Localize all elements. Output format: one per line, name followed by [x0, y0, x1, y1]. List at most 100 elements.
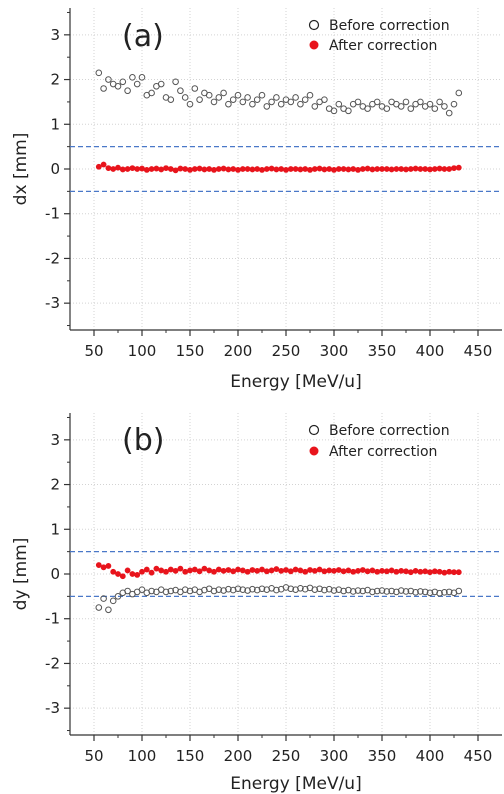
chart-0-series-1-point-45 [311, 166, 318, 172]
chart-0-series-1-point-22 [201, 166, 208, 173]
chart-1-series-0-point-43 [301, 585, 309, 593]
chart-0-series-1-point-42 [297, 166, 304, 173]
chart-0-series-0-point-63 [397, 103, 405, 110]
chart-1-series-1-point-14 [163, 568, 169, 575]
chart-panel-b: 50 100 150 200 250 300 350 400 450 -3 -2 -1 0 1 2 3 Ener… [11, 413, 502, 794]
chart-0-x-axis-title: Energy [MeV/u] [230, 372, 361, 392]
chart-1-series-1-point-17 [177, 565, 184, 572]
chart-1-series-1-point-16 [172, 567, 179, 574]
chart-0-legend-marker-0 [308, 19, 320, 31]
chart-1-series-0-point-64 [402, 588, 410, 595]
chart-1-series-0-point-42 [297, 585, 304, 592]
chart-0-legend-label-1: After correction [329, 38, 437, 54]
chart-0-series-1-point-66 [412, 165, 419, 172]
chart-0-series-0-point-52 [345, 107, 352, 115]
chart-0-series-0-point-67 [417, 98, 424, 106]
chart-1-x-tick-label-2: 150 [176, 747, 205, 765]
chart-1-series-1-point-49 [331, 567, 337, 574]
chart-0-series-0-point-26 [220, 89, 227, 97]
chart-1-x-tick-label-1: 100 [128, 747, 157, 765]
chart-1-series-0-point-54 [354, 587, 362, 594]
chart-0-series-1-point-56 [364, 165, 371, 172]
chart-1-x-tick-label-8: 450 [464, 747, 493, 765]
chart-1-series-0-point-51 [340, 587, 347, 595]
chart-0-series-0-point-49 [330, 107, 338, 115]
chart-1-x-tick-label-5: 300 [320, 747, 349, 765]
chart-0-series-1-point-59 [379, 166, 385, 172]
chart-1-series-1-point-50 [335, 567, 342, 573]
chart-0-series-1-point-73 [446, 166, 453, 172]
chart-0-x-tick-label-6: 350 [368, 342, 397, 360]
chart-0-series-1-point-71 [436, 165, 443, 172]
chart-0-series-1-point-62 [393, 166, 400, 172]
chart-1-series-1-point-2 [105, 563, 112, 569]
chart-1-y-axis-title: dy [mm] [11, 538, 31, 611]
chart-0-series-1-point-16 [172, 167, 179, 174]
chart-0-series-0-point-54 [354, 98, 362, 106]
chart-1-series-0-point-45 [311, 586, 319, 593]
chart-0-series-1-point-74 [451, 165, 457, 172]
chart-1-series-0-point-47 [321, 586, 328, 594]
chart-0-series-0-point-7 [129, 74, 136, 81]
chart-0-series-1-point-33 [254, 166, 261, 172]
chart-1-series-1-point-7 [129, 571, 136, 577]
chart-0-x-tick-label-1: 100 [128, 342, 157, 360]
chart-0-series-0-point-75 [455, 89, 463, 97]
chart-1-series-0-point-3 [109, 597, 117, 605]
chart-1-series-1-point-24 [211, 568, 217, 575]
chart-1-x-tick-label-4: 250 [272, 747, 301, 765]
chart-1-series-0-point-31 [244, 587, 251, 594]
chart-1-series-1-point-51 [340, 568, 347, 575]
chart-0-series-1-point-19 [187, 166, 193, 173]
chart-0-series-1-point-2 [105, 165, 112, 172]
chart-0-series-1-point-26 [220, 165, 227, 172]
chart-0-series-1-point-11 [148, 166, 155, 172]
chart-0-series-0-point-43 [301, 96, 309, 103]
chart-1-series-1-point-44 [307, 567, 313, 573]
chart-1-series-1-point-30 [239, 567, 246, 574]
chart-1-series-0-point-0 [95, 604, 103, 611]
chart-1-legend-label-0: Before correction [329, 423, 450, 439]
chart-0-series-1-point-67 [417, 166, 424, 172]
chart-0-series-0-point-72 [441, 103, 448, 110]
chart-0-series-1-point-29 [235, 166, 241, 173]
chart-1-series-1-point-46 [316, 566, 323, 573]
chart-1-series-1-point-61 [388, 567, 395, 574]
chart-1-series-0-point-4 [114, 593, 122, 600]
chart-0-series-1-point-21 [196, 165, 203, 172]
chart-0-series-1-point-3 [110, 166, 117, 172]
chart-1-series-0-point-14 [162, 588, 170, 596]
chart-1-series-1-point-5 [119, 573, 126, 580]
chart-0-series-1-point-4 [115, 164, 121, 171]
chart-1-series-1-point-47 [321, 568, 328, 575]
chart-0-series-1-point-75 [455, 164, 462, 171]
chart-1-series-0-point-62 [393, 588, 400, 596]
chart-1-panel-label: (b) [122, 423, 164, 458]
chart-0-series-0-point-64 [402, 98, 410, 106]
chart-0-x-tick-label-4: 250 [272, 342, 301, 360]
chart-0-series-1-point-53 [350, 166, 357, 172]
chart-1-series-1-point-28 [230, 568, 237, 575]
chart-1-series-0-point-19 [186, 587, 194, 595]
chart-0-series-1-point-40 [287, 166, 294, 172]
chart-1-series-1-point-73 [446, 568, 453, 575]
chart-1-x-tick-label-0: 50 [84, 747, 103, 765]
chart-1-series-1-point-37 [273, 566, 280, 572]
chart-1-series-0-point-29 [234, 585, 242, 593]
chart-0-series-1-point-44 [307, 166, 313, 173]
chart-1-series-0-point-49 [330, 587, 338, 594]
chart-0-series-1-point-27 [225, 166, 232, 173]
chart-0-series-1-point-61 [388, 166, 395, 173]
chart-1-series-1-point-42 [297, 567, 304, 574]
chart-1-series-1-point-41 [292, 566, 299, 573]
chart-1-series-0-point-24 [210, 587, 218, 595]
chart-0-series-1-point-30 [239, 166, 246, 172]
chart-1-series-0-point-67 [417, 588, 424, 595]
chart-0-y-tick-label-6: 3 [50, 26, 60, 44]
chart-0-series-1-point-63 [398, 166, 405, 172]
chart-0-series-0-point-28 [229, 96, 237, 103]
chart-1-series-0-point-25 [215, 586, 223, 593]
chart-0-series-0-point-47 [321, 96, 328, 103]
chart-0-series-1-point-41 [292, 166, 299, 172]
chart-0-series-0-point-50 [335, 100, 343, 108]
